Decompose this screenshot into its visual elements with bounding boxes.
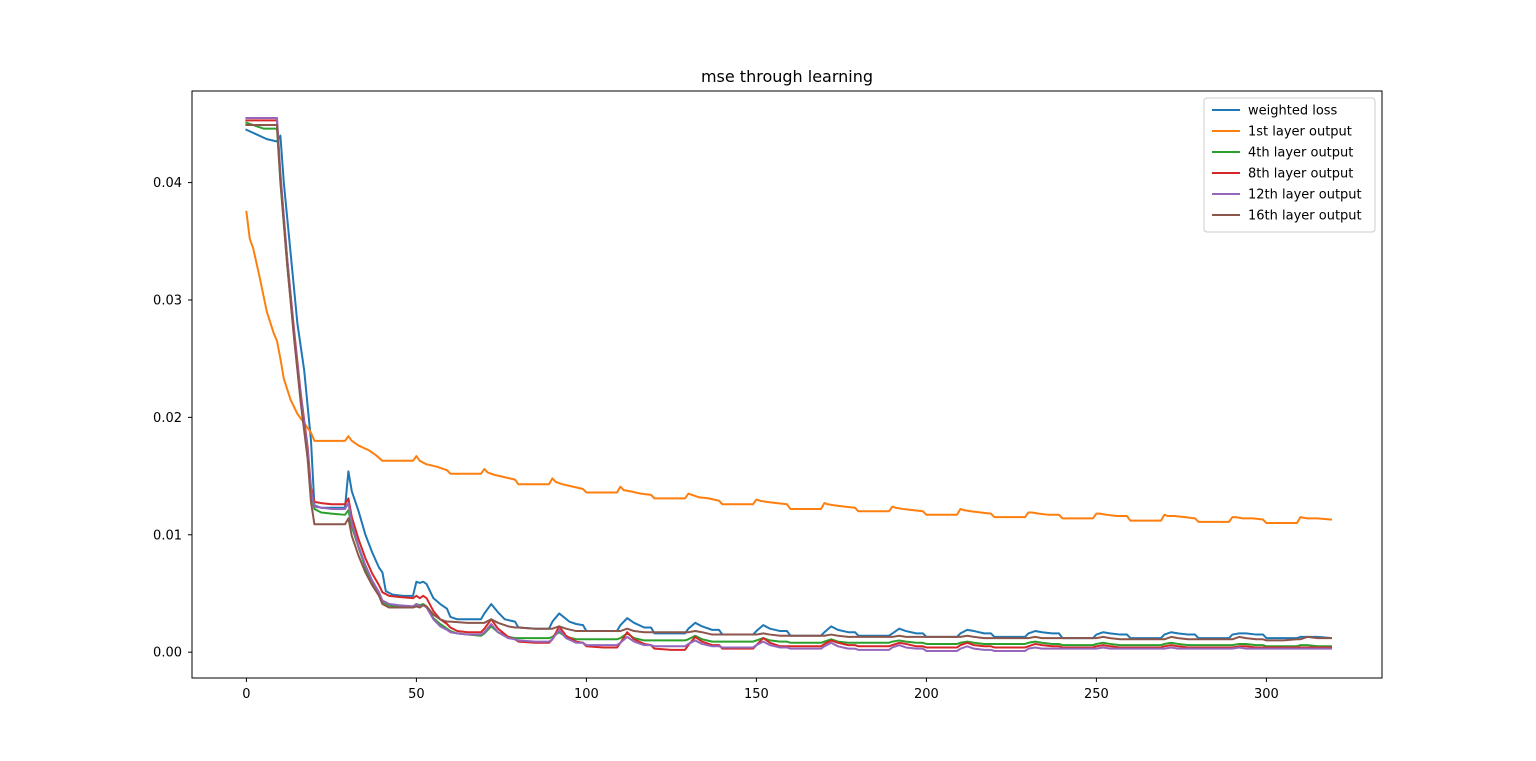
y-axis: 0.00 0.01 0.02 0.03 0.04	[153, 176, 192, 661]
y-tick-label: 0.00	[153, 646, 182, 661]
series-line-5	[245, 117, 1332, 652]
x-tick-label: 250	[1084, 687, 1109, 702]
legend-box	[1203, 97, 1376, 233]
x-tick-label: 150	[744, 687, 769, 702]
legend-label: 12th layer output	[1248, 188, 1362, 203]
y-tick-label: 0.04	[153, 176, 182, 191]
y-tick-label: 0.03	[153, 293, 182, 308]
series-line-2	[245, 210, 1333, 525]
x-tick-label: 50	[408, 687, 425, 702]
series-lines	[245, 117, 1333, 652]
legend: weighted loss 1st layer output 4th layer o…	[1203, 97, 1376, 233]
x-tick-label: 0	[242, 687, 250, 702]
series-line-3	[245, 121, 1332, 648]
legend-label: 1st layer output	[1248, 125, 1352, 140]
y-tick-label: 0.01	[153, 528, 182, 543]
x-tick-label: 200	[914, 687, 939, 702]
series-line-1	[245, 128, 1333, 640]
plot-frame	[191, 90, 1383, 679]
legend-label: 8th layer output	[1248, 167, 1353, 182]
legend-label: 16th layer output	[1248, 209, 1362, 224]
x-axis: 0 50 100 150 200 250 300	[242, 678, 1279, 702]
legend-label: weighted loss	[1248, 104, 1338, 119]
x-tick-label: 300	[1254, 687, 1279, 702]
x-tick-label: 100	[574, 687, 599, 702]
legend-label: 4th layer output	[1248, 146, 1353, 161]
y-tick-label: 0.02	[153, 411, 182, 426]
series-line-6	[245, 124, 1332, 642]
series-line-4	[245, 119, 1332, 651]
chart-title: mse through learning	[701, 67, 873, 86]
